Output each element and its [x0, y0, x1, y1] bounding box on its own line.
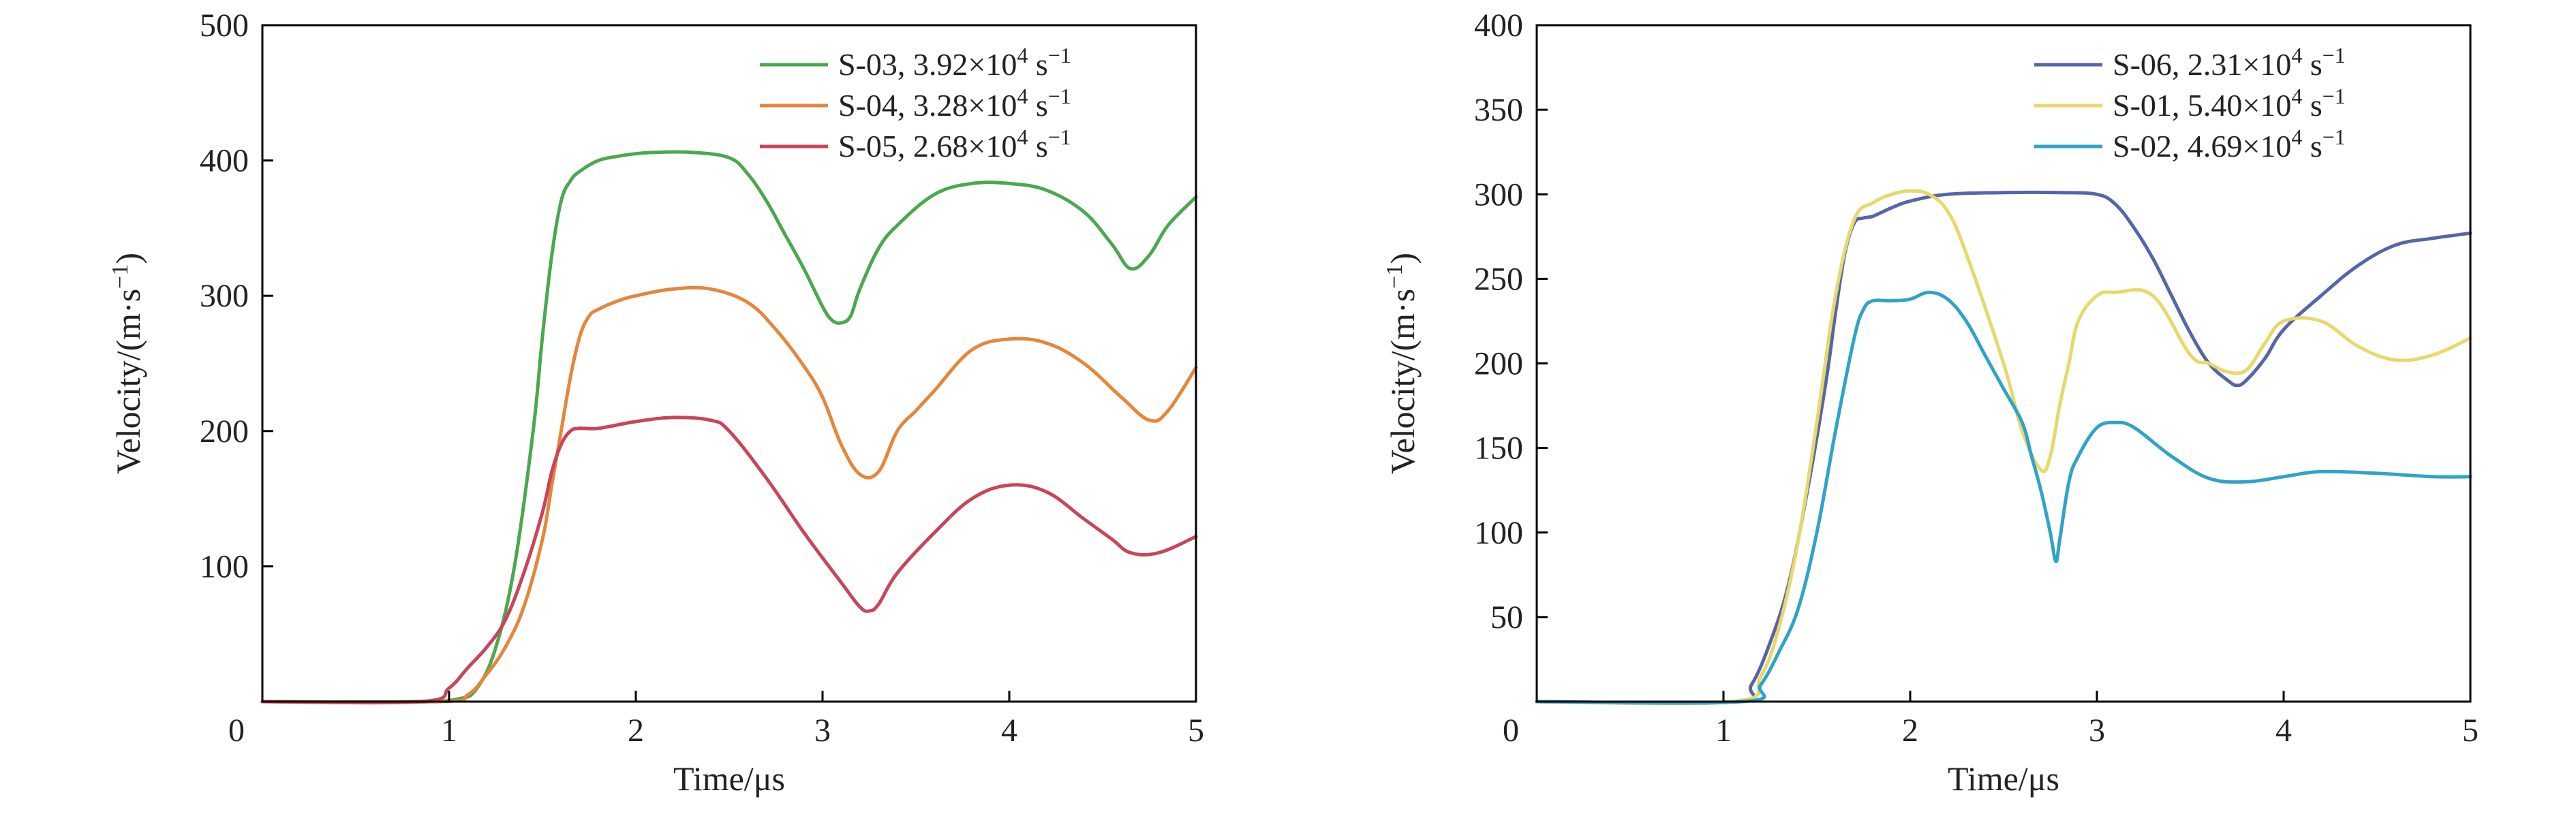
series-line-1: [1535, 190, 2472, 705]
y-axis-title: Velocity/(m·s−1): [1382, 253, 1422, 474]
axes-frame: [261, 24, 1197, 703]
x-ticks: 1 2 3 4 5: [1715, 691, 2479, 749]
legend-entry-3: S-02, 4.69×104 s−1: [2034, 125, 2346, 163]
y-tick-label: 400: [1474, 7, 1523, 44]
series-lines: [1535, 189, 2472, 706]
legend-label: S-06, 2.31×104 s−1: [2113, 43, 2346, 82]
y-tick-label: 250: [1474, 261, 1523, 297]
y-tick-label: 200: [1474, 346, 1523, 382]
series-lines: [260, 150, 1198, 705]
x-tick-label: 1: [441, 713, 457, 749]
x-axis-title: Time/μs: [1948, 760, 2059, 798]
legend-label: S-05, 2.68×104 s−1: [838, 125, 1071, 163]
y-tick-label: 400: [200, 143, 249, 179]
axes: [261, 24, 1197, 703]
x-tick-label: 4: [1001, 713, 1017, 749]
y-tick-label: 500: [200, 7, 249, 44]
x-ticks: 1 2 3 4 5: [441, 691, 1204, 749]
y-tick-label: 100: [200, 548, 249, 584]
origin-label: 0: [228, 713, 245, 749]
x-tick-label: 3: [814, 713, 831, 749]
series-line-1: [260, 150, 1198, 704]
series-line-2: [260, 285, 1198, 704]
legend-entry-1: S-06, 2.31×104 s−1: [2034, 43, 2346, 82]
y-ticks: 50 100 150 200 250 300 350 400: [1474, 7, 1548, 636]
y-tick-label: 300: [1474, 176, 1523, 213]
y-tick-label: 200: [200, 413, 249, 450]
origin-label: 0: [1503, 713, 1519, 749]
legend-entry-1: S-03, 3.92×104 s−1: [760, 43, 1071, 82]
legend-label: S-04, 3.28×104 s−1: [838, 84, 1071, 123]
x-tick-label: 5: [2462, 713, 2479, 749]
x-tick-label: 2: [1902, 713, 1918, 749]
x-tick-label: 1: [1715, 713, 1732, 749]
y-tick-label: 150: [1474, 431, 1523, 467]
series-line-2: [1535, 189, 2472, 706]
x-tick-label: 4: [2275, 713, 2292, 749]
legend-label: S-01, 5.40×104 s−1: [2113, 84, 2346, 123]
y-tick-label: 350: [1474, 92, 1523, 128]
y-tick-label: 100: [1474, 515, 1523, 551]
y-axis-title: Velocity/(m·s−1): [108, 253, 148, 474]
legend-label: S-03, 3.92×104 s−1: [838, 43, 1071, 82]
legend-entry-2: S-01, 5.40×104 s−1: [2034, 84, 2346, 123]
legend: S-06, 2.31×104 s−1S-01, 5.40×104 s−1S-02…: [2034, 43, 2346, 163]
y-tick-label: 50: [1490, 599, 1523, 636]
legend-label: S-02, 4.69×104 s−1: [2113, 125, 2346, 163]
left-velocity-chart: 1 2 3 4 5 100 200 300 400 500 0 Time/μs Velocity…: [108, 7, 1205, 798]
series-line-3: [1535, 290, 2472, 705]
legend: S-03, 3.92×104 s−1S-04, 3.28×104 s−1S-05…: [760, 43, 1071, 163]
x-tick-label: 3: [2089, 713, 2105, 749]
y-ticks: 100 200 300 400 500: [200, 7, 273, 584]
legend-entry-3: S-05, 2.68×104 s−1: [760, 125, 1071, 163]
x-tick-label: 2: [628, 713, 644, 749]
series-line-3: [260, 416, 1198, 705]
x-axis-title: Time/μs: [673, 760, 785, 798]
x-tick-label: 5: [1188, 713, 1204, 749]
legend-entry-2: S-04, 3.28×104 s−1: [760, 84, 1071, 123]
y-tick-label: 300: [200, 278, 249, 314]
